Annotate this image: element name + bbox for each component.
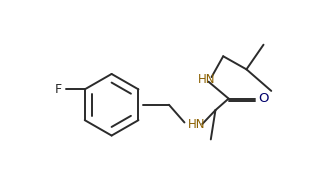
Text: HN: HN bbox=[188, 118, 206, 130]
Text: F: F bbox=[54, 83, 61, 96]
Text: O: O bbox=[258, 92, 268, 105]
Text: HN: HN bbox=[198, 73, 215, 86]
